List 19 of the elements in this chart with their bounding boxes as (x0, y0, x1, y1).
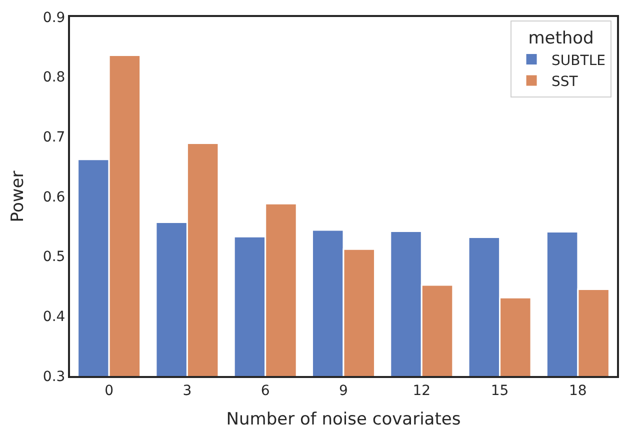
x-tick-label: 0 (104, 382, 114, 399)
legend-label: SUBTLE (552, 52, 606, 69)
y-tick-label: 0.8 (42, 70, 66, 86)
y-tick-label: 0.5 (42, 249, 66, 266)
y-axis-title: Power (8, 170, 28, 222)
x-tick-label: 15 (490, 382, 509, 399)
y-tick-label: 0.7 (42, 130, 66, 146)
y-tick-label: 0.6 (42, 189, 66, 206)
y-tick-label: 0.4 (42, 309, 66, 326)
x-axis-title: Number of noise covariates (226, 410, 461, 430)
x-tick-label: 18 (569, 382, 587, 399)
x-tick-label: 6 (260, 382, 270, 399)
y-tick-label: 0.3 (42, 368, 66, 385)
y-tick-label: 0.9 (42, 10, 66, 26)
legend-label: SST (552, 74, 578, 90)
x-tick-label: 9 (339, 382, 348, 399)
legend-title: method (528, 28, 594, 49)
x-tick-label: 3 (182, 382, 192, 399)
x-tick-label: 12 (412, 382, 431, 399)
